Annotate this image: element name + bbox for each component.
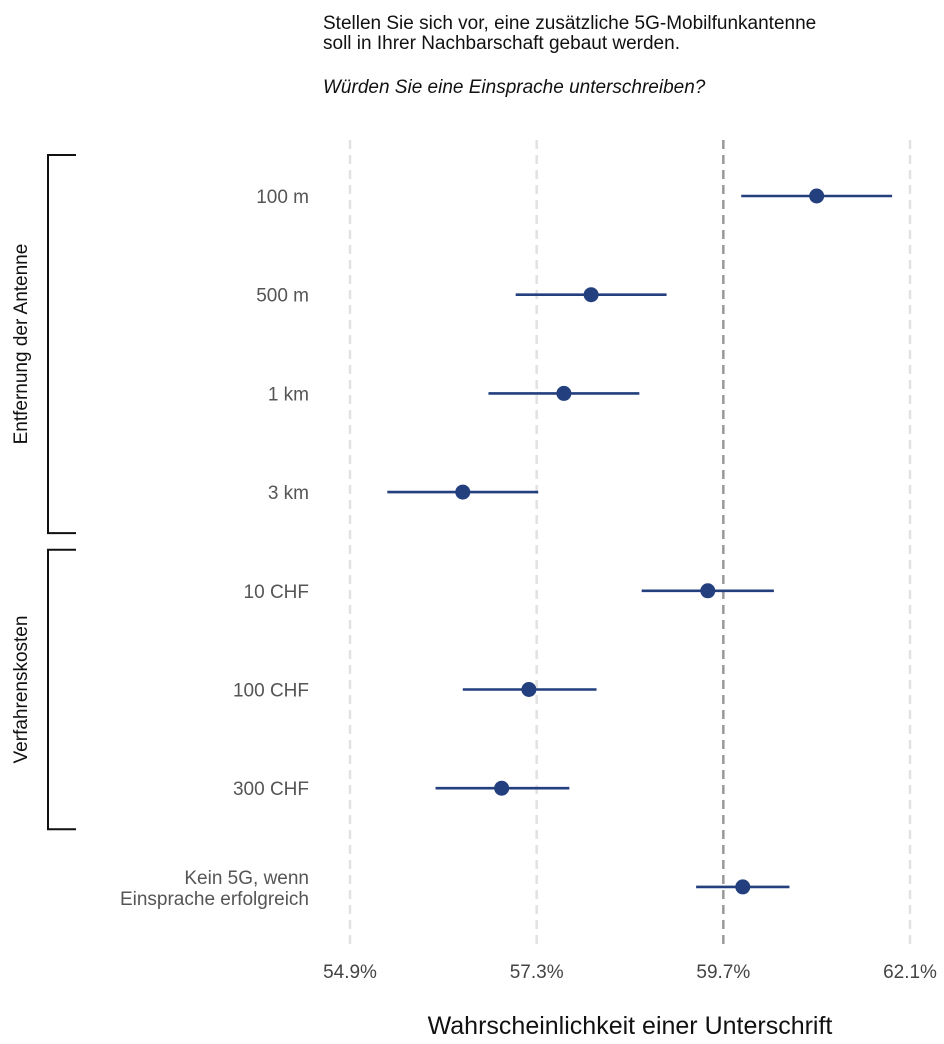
x-tick-label-0: 54.9% [323, 962, 377, 983]
row-label-7-line-1: Einsprache erfolgreich [120, 889, 309, 910]
group-bracket-1 [47, 548, 76, 831]
point-estimate-4 [700, 583, 716, 599]
point-estimate-2 [556, 385, 572, 401]
point-estimate-1 [583, 287, 599, 303]
group-brackets: Entfernung der Antenne Verfahrenskosten [11, 154, 76, 831]
chart-title: Stellen Sie sich vor, eine zusätzliche 5… [323, 14, 938, 54]
point-estimate-3 [455, 484, 471, 500]
point-estimate-7 [735, 879, 751, 895]
title-line-2: soll in Ihrer Nachbarschaft gebaut werde… [323, 33, 680, 54]
x-tick-labels: 54.9% 57.3% 59.7% 62.1% [323, 962, 937, 983]
row-label-4: 10 CHF [244, 582, 309, 603]
row-label-1: 500 m [256, 286, 309, 307]
data-marks [387, 188, 893, 895]
title-line-1: Stellen Sie sich vor, eine zusätzliche 5… [323, 13, 817, 34]
x-tick-label-3: 62.1% [883, 962, 937, 983]
row-labels: 100 m 500 m 1 km 3 km 10 CHF 100 CHF 300 CHF Ke… [120, 187, 309, 910]
point-estimate-0 [809, 188, 825, 204]
gridlines [348, 140, 912, 950]
x-axis-label: Wahrscheinlichkeit einer Unterschrift [427, 1012, 833, 1040]
chart-subtitle-question: Würden Sie eine Einsprache unterschreibe… [323, 77, 706, 98]
row-label-7-line-0: Kein 5G, wenn [184, 868, 309, 889]
row-label-0: 100 m [256, 187, 309, 208]
row-label-6: 300 CHF [233, 779, 309, 800]
point-estimate-6 [494, 780, 510, 796]
point-estimate-5 [521, 682, 537, 697]
row-label-3: 3 km [268, 483, 309, 504]
row-label-5: 100 CHF [233, 681, 309, 702]
x-tick-label-1: 57.3% [510, 962, 564, 983]
x-tick-label-2: 59.7% [696, 962, 750, 983]
row-label-2: 1 km [268, 384, 309, 405]
group-label-1: Verfahrenskosten [11, 616, 32, 764]
group-bracket-0 [47, 154, 76, 535]
group-label-0: Entfernung der Antenne [11, 244, 32, 445]
